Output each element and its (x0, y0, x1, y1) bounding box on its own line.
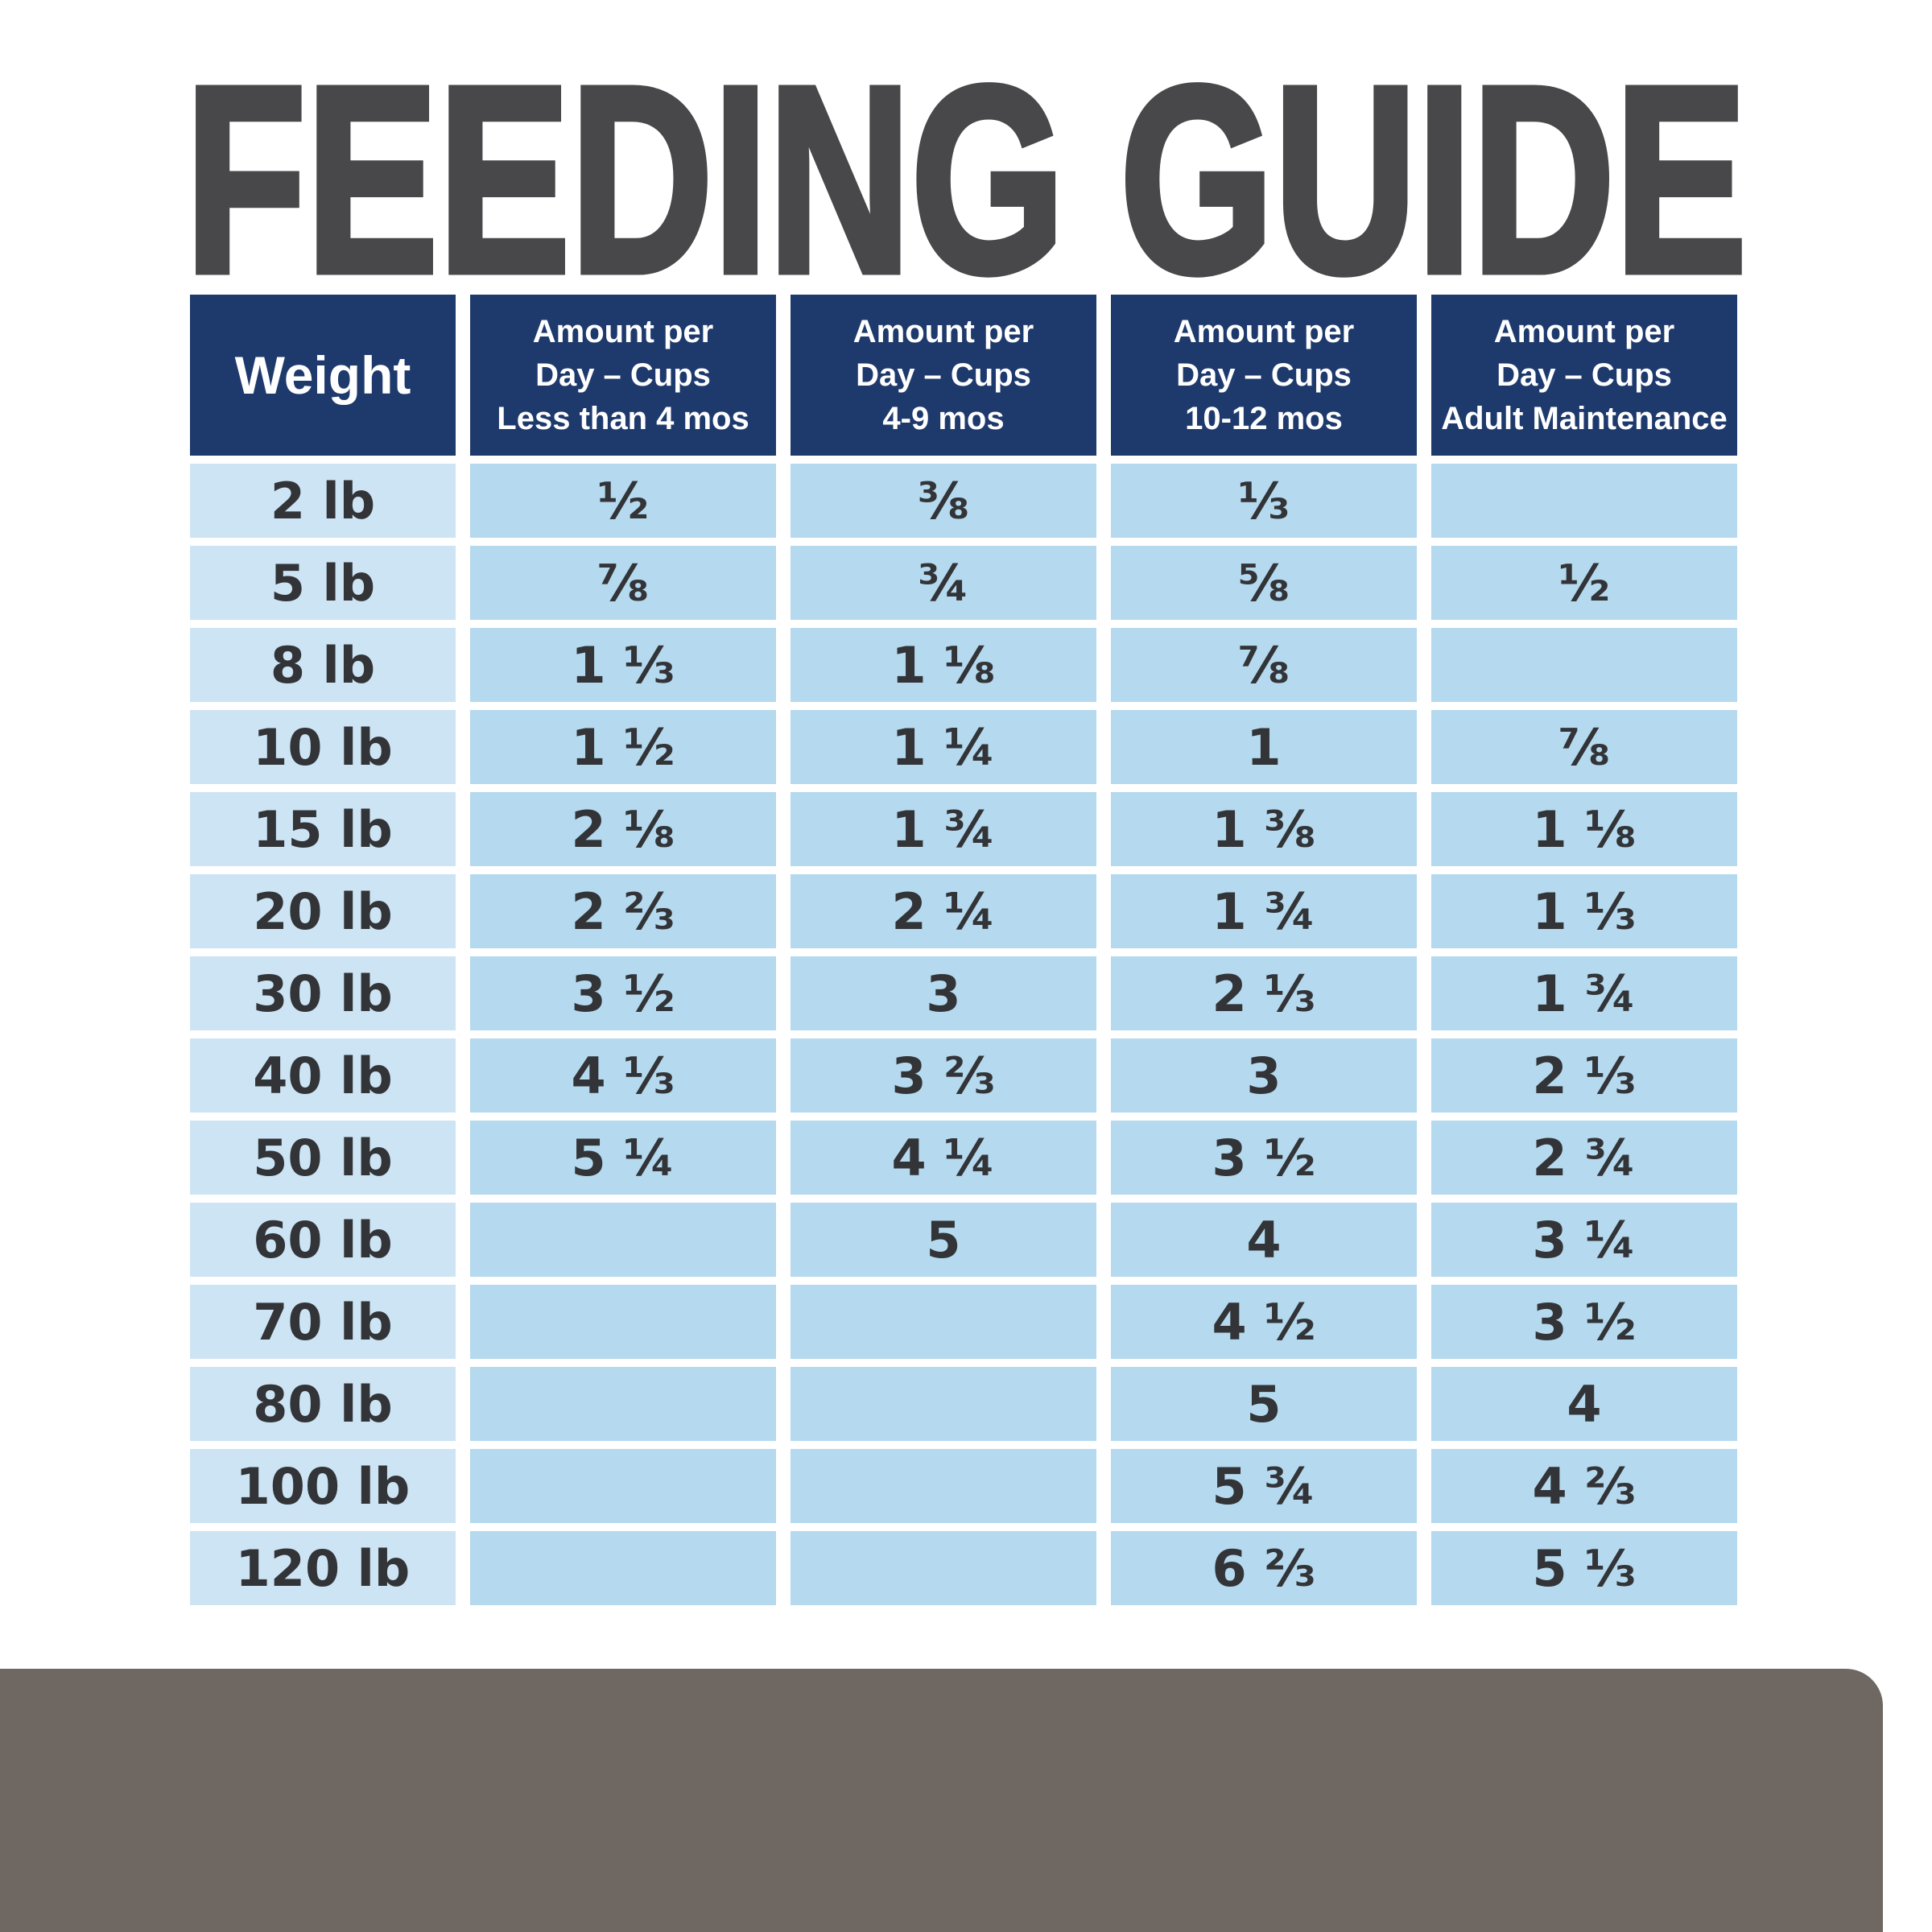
weight-cell: 50 lb (190, 1121, 456, 1195)
amount-cell (470, 1285, 776, 1359)
amount-cell: ⅞ (1111, 628, 1417, 702)
amount-cell (1431, 628, 1737, 702)
amount-cell: 1 ⅛ (791, 628, 1096, 702)
header-line: Day – Cups (535, 357, 711, 393)
header-line: 4-9 mos (882, 401, 1005, 436)
amount-cell: 5 (791, 1203, 1096, 1277)
page-title: FEEDING GUIDE (182, 44, 1751, 286)
amount-cell: 2 ⅛ (470, 792, 776, 866)
weight-cell: 30 lb (190, 956, 456, 1030)
amount-cell: 3 (1111, 1038, 1417, 1113)
amount-cell (791, 1449, 1096, 1523)
amount-cell (791, 1285, 1096, 1359)
amount-cell: 3 ¼ (1431, 1203, 1737, 1277)
amount-cell: 4 ⅓ (470, 1038, 776, 1113)
amount-cell: 4 ¼ (791, 1121, 1096, 1195)
header-line: Day – Cups (1176, 357, 1352, 393)
amount-cell: 5 ¼ (470, 1121, 776, 1195)
amount-cell: 3 ½ (470, 956, 776, 1030)
amount-cell: 4 (1431, 1367, 1737, 1441)
weight-cell: 80 lb (190, 1367, 456, 1441)
amount-cell: 2 ¼ (791, 874, 1096, 948)
weight-cell: 2 lb (190, 464, 456, 538)
weight-cell: 8 lb (190, 628, 456, 702)
amount-cell: 3 ⅔ (791, 1038, 1096, 1113)
header-line: Day – Cups (856, 357, 1031, 393)
amount-cell (1431, 464, 1737, 538)
weight-cell: 40 lb (190, 1038, 456, 1113)
amount-cell: 1 ¾ (791, 792, 1096, 866)
amount-cell (470, 1449, 776, 1523)
amount-cell: 3 ½ (1111, 1121, 1417, 1195)
header-line: Adult Maintenance (1441, 401, 1728, 436)
page-title-text: FEEDING GUIDE (185, 44, 1747, 286)
amount-cell: 2 ⅓ (1431, 1038, 1737, 1113)
weight-cell: 10 lb (190, 710, 456, 784)
amount-cell: 5 ¾ (1111, 1449, 1417, 1523)
amount-cell (470, 1203, 776, 1277)
weight-cell: 100 lb (190, 1449, 456, 1523)
weight-cell: 70 lb (190, 1285, 456, 1359)
amount-cell: 1 ⅓ (1431, 874, 1737, 948)
header-line: Less than 4 mos (497, 401, 749, 436)
amount-cell: 2 ⅓ (1111, 956, 1417, 1030)
amount-cell: ½ (470, 464, 776, 538)
amount-cell: 1 ¾ (1431, 956, 1737, 1030)
amount-cell: 1 ½ (470, 710, 776, 784)
weight-cell: 20 lb (190, 874, 456, 948)
amount-cell: 4 ⅔ (1431, 1449, 1737, 1523)
amount-cell: 3 ½ (1431, 1285, 1737, 1359)
amount-cell: ⅝ (1111, 546, 1417, 620)
header-line: Weight (234, 345, 411, 405)
amount-cell: ⅓ (1111, 464, 1417, 538)
column-header-adult-maintenance: Amount per Day – Cups Adult Maintenance (1431, 295, 1737, 456)
column-header-10-12-mos: Amount per Day – Cups 10-12 mos (1111, 295, 1417, 456)
amount-cell: 5 (1111, 1367, 1417, 1441)
header-line: 10-12 mos (1185, 401, 1343, 436)
amount-cell: 1 ⅛ (1431, 792, 1737, 866)
weight-cell: 120 lb (190, 1531, 456, 1605)
feeding-guide-table: Weight Amount per Day – Cups Less than 4… (190, 295, 1737, 1605)
column-header-less-than-4-mos: Amount per Day – Cups Less than 4 mos (470, 295, 776, 456)
weight-cell: 15 lb (190, 792, 456, 866)
amount-cell: 2 ¾ (1431, 1121, 1737, 1195)
amount-cell: 1 (1111, 710, 1417, 784)
amount-cell: 1 ¾ (1111, 874, 1417, 948)
amount-cell: 4 (1111, 1203, 1417, 1277)
amount-cell: 1 ⅜ (1111, 792, 1417, 866)
header-line: Day – Cups (1496, 357, 1672, 393)
amount-cell: ⅜ (791, 464, 1096, 538)
amount-cell: 1 ¼ (791, 710, 1096, 784)
amount-cell: 4 ½ (1111, 1285, 1417, 1359)
amount-cell: ⅞ (1431, 710, 1737, 784)
bottom-panel (0, 1669, 1883, 1932)
weight-cell: 5 lb (190, 546, 456, 620)
amount-cell (470, 1531, 776, 1605)
column-header-weight: Weight (190, 295, 456, 456)
amount-cell (791, 1531, 1096, 1605)
amount-cell (791, 1367, 1096, 1441)
amount-cell (470, 1367, 776, 1441)
weight-cell: 60 lb (190, 1203, 456, 1277)
header-line: Amount per (1173, 314, 1355, 349)
amount-cell: 3 (791, 956, 1096, 1030)
amount-cell: 6 ⅔ (1111, 1531, 1417, 1605)
amount-cell: 5 ⅓ (1431, 1531, 1737, 1605)
header-line: Amount per (532, 314, 714, 349)
amount-cell: ½ (1431, 546, 1737, 620)
amount-cell: ¾ (791, 546, 1096, 620)
amount-cell: 1 ⅓ (470, 628, 776, 702)
header-line: Amount per (852, 314, 1034, 349)
amount-cell: 2 ⅔ (470, 874, 776, 948)
amount-cell: ⅞ (470, 546, 776, 620)
header-line: Amount per (1493, 314, 1675, 349)
column-header-4-9-mos: Amount per Day – Cups 4-9 mos (791, 295, 1096, 456)
